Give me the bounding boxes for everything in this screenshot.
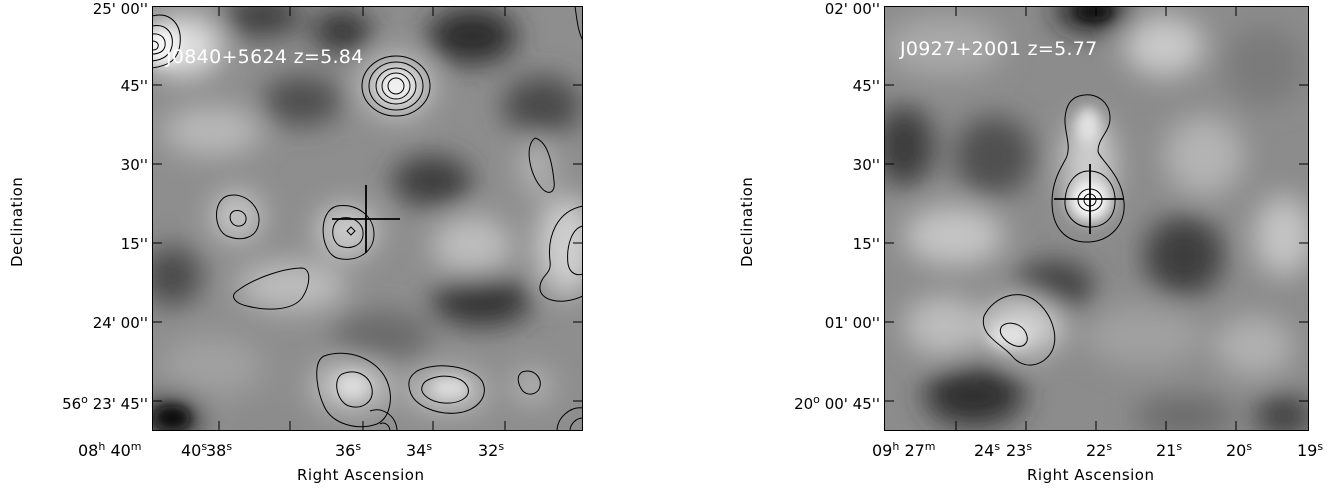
x-sec-4: 21 (1156, 441, 1177, 460)
x-hours: 08 (78, 441, 99, 460)
x-sec-2-unit: s (226, 440, 233, 453)
x-sec-6-unit: s (1317, 440, 1324, 453)
x-sec-5-unit: s (1246, 440, 1253, 453)
x-axis-title-left: Right Ascension (297, 466, 425, 484)
x-axis-title-right: Right Ascension (1027, 466, 1155, 484)
x-sec-1-unit: s (201, 440, 208, 453)
x-sec-4-unit: s (1176, 440, 1183, 453)
contour-overlay (152, 6, 583, 431)
left-panel: J0840+5624 z=5.84 25' 00'' 45'' 30'' 15'… (0, 0, 600, 492)
x-sec-3-unit: s (1106, 440, 1113, 453)
x-tick-s2: 23s (1006, 440, 1032, 460)
x-tick-s3: 22s (1086, 440, 1112, 460)
y-tick-5: 01' 00'' (824, 314, 880, 332)
x-sec-1-unit: s (994, 440, 1001, 453)
y-tick-6: 20o 00' 45'' (794, 393, 880, 413)
x-tick-s1: 40s (181, 440, 207, 460)
sky-map-j0840: J0840+5624 z=5.84 (152, 6, 583, 431)
x-sec-2: 23 (1006, 441, 1027, 460)
x-tick-s5: 20s (1226, 440, 1252, 460)
y-major-deg-value: 20 (794, 395, 814, 413)
x-tick-s4: 21s (1156, 440, 1182, 460)
y-tick-3: 30'' (120, 156, 148, 174)
y-tick-6-minutes: 00' 45'' (824, 395, 880, 413)
x-sec-5-unit: s (498, 440, 505, 453)
source-label-right: J0927+2001 z=5.77 (900, 38, 1098, 60)
grayscale-field (884, 6, 1309, 431)
x-minutes-unit: m (130, 440, 142, 453)
x-sec-4: 34 (406, 441, 427, 460)
right-panel: J0927+2001 z=5.77 02' 00'' 45'' 30'' 15'… (730, 0, 1340, 492)
axis-ticks-right (884, 6, 1309, 431)
y-tick-2: 45'' (120, 77, 148, 95)
x-tick-s1: 24s (974, 440, 1000, 460)
x-sec-6: 19 (1297, 441, 1318, 460)
x-sec-3: 22 (1086, 441, 1107, 460)
y-tick-6: 56o 23' 45'' (62, 393, 148, 413)
x-hours-unit: h (892, 440, 900, 453)
x-tick-hm: 08h 40m (78, 440, 142, 460)
x-sec-1: 40 (181, 441, 202, 460)
contour-overlay (982, 94, 1125, 366)
x-sec-4-unit: s (426, 440, 433, 453)
y-tick-2: 45'' (852, 77, 880, 95)
x-sec-3: 36 (335, 441, 356, 460)
y-axis-title-left: Declination (8, 176, 26, 267)
x-minutes: 27 (904, 441, 925, 460)
sky-map-j0927: J0927+2001 z=5.77 (884, 6, 1309, 431)
y-major-deg-value: 56 (62, 395, 82, 413)
x-tick-s2: 38s (206, 440, 232, 460)
x-minutes: 40 (110, 441, 131, 460)
x-tick-s6: 19s (1297, 440, 1323, 460)
y-tick-1: 02' 00'' (824, 0, 880, 18)
x-hours-unit: h (98, 440, 106, 453)
x-sec-3-unit: s (355, 440, 362, 453)
x-tick-s4: 34s (406, 440, 432, 460)
y-tick-4: 15'' (120, 235, 148, 253)
x-sec-5: 32 (478, 441, 499, 460)
degree-sign: o (813, 393, 820, 406)
degree-sign: o (81, 393, 88, 406)
x-minutes-unit: m (924, 440, 936, 453)
y-tick-1: 25' 00'' (92, 0, 148, 18)
y-tick-6-minutes: 23' 45'' (92, 395, 148, 413)
x-sec-2-unit: s (1026, 440, 1033, 453)
y-tick-5: 24' 00'' (92, 314, 148, 332)
y-tick-4: 15'' (852, 235, 880, 253)
y-tick-3: 30'' (852, 156, 880, 174)
x-sec-2: 38 (206, 441, 227, 460)
x-sec-5: 20 (1226, 441, 1247, 460)
x-hours: 09 (872, 441, 893, 460)
y-axis-title-right: Declination (738, 176, 756, 267)
x-tick-s3: 36s (335, 440, 361, 460)
x-tick-hm: 09h 27m (872, 440, 936, 460)
x-tick-s5: 32s (478, 440, 504, 460)
x-sec-1: 24 (974, 441, 995, 460)
source-label-left: J0840+5624 z=5.84 (166, 46, 364, 68)
axis-ticks-left (152, 6, 583, 431)
